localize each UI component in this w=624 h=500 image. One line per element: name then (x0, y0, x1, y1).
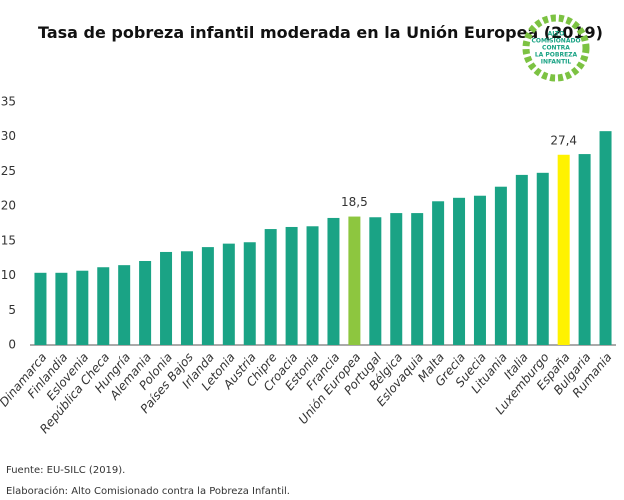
chart-title: Tasa de pobreza infantil moderada en la … (38, 23, 603, 42)
y-tick-label: 15 (1, 233, 16, 247)
value-label: 18,5 (341, 195, 368, 209)
bar (264, 229, 277, 345)
bar (432, 201, 445, 345)
credit: Elaboración: Alto Comisionado contra la … (6, 485, 290, 497)
logo-text: ALTO (548, 31, 565, 38)
y-tick-label: 10 (1, 268, 16, 282)
y-tick-label: 5 (8, 303, 16, 317)
bar (473, 195, 486, 345)
bar (306, 226, 319, 345)
bar (55, 272, 68, 345)
bar (222, 243, 235, 345)
bar (34, 272, 47, 345)
bar (118, 265, 131, 345)
bar (201, 247, 214, 345)
y-tick-label: 25 (1, 164, 16, 178)
bar (369, 217, 382, 345)
bar (76, 270, 89, 345)
logo-text: CONTRA (542, 45, 570, 52)
y-tick-label: 35 (1, 95, 16, 109)
bar (453, 197, 466, 345)
bar (411, 213, 424, 345)
bar (285, 226, 298, 345)
bar (160, 251, 173, 345)
bar (180, 251, 193, 345)
bar (97, 267, 110, 345)
logo-text: INFANTIL (541, 59, 572, 66)
bar (390, 213, 403, 345)
bar (243, 242, 256, 345)
y-tick-label: 0 (8, 338, 16, 352)
bar (557, 154, 570, 345)
bar (494, 186, 507, 345)
y-tick-label: 30 (1, 129, 16, 143)
source: Fuente: EU-SILC (2019). (6, 465, 125, 476)
logo-text: LA POBREZA (535, 52, 578, 59)
bar (348, 216, 361, 345)
bar (599, 131, 612, 345)
bar (536, 172, 549, 345)
bar (327, 217, 340, 345)
bar (578, 154, 591, 345)
bar (139, 260, 152, 345)
logo-text: COMISIONADO (531, 38, 580, 45)
value-label: 27,4 (550, 133, 577, 147)
logo-ring (522, 14, 590, 82)
y-tick-label: 20 (1, 199, 16, 213)
bar (515, 174, 528, 345)
